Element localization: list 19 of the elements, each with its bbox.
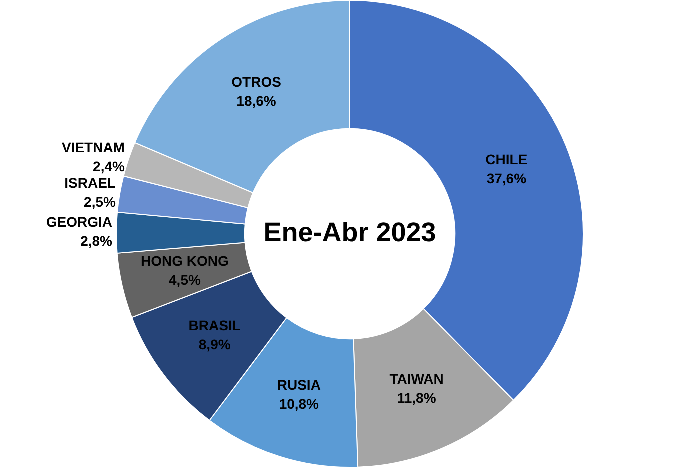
slice-label: OTROS bbox=[232, 74, 282, 90]
slice-label: BRASIL bbox=[188, 317, 242, 334]
data-label: 2,4% bbox=[93, 158, 126, 174]
slice-label: RUSIA bbox=[277, 376, 321, 393]
data-label: 11,8% bbox=[397, 390, 437, 406]
data-label: 4,5% bbox=[169, 272, 202, 288]
slice-label: GEORGIA bbox=[46, 214, 113, 230]
slice-label: CHILE bbox=[486, 151, 528, 168]
slice-label: TAIWAN bbox=[390, 370, 444, 387]
data-label: 37,6% bbox=[486, 170, 528, 186]
slice-label: ISRAEL bbox=[64, 174, 116, 191]
data-label: 2,5% bbox=[84, 194, 117, 210]
data-label: 18,6% bbox=[236, 93, 277, 110]
data-label: 2,8% bbox=[80, 233, 114, 250]
text: Ene-Abr 2023 bbox=[264, 217, 436, 248]
slice-label: VIETNAM bbox=[62, 139, 125, 156]
slice-label: HONG KONG bbox=[141, 253, 230, 270]
data-label: 8,9% bbox=[198, 336, 232, 352]
data-label: 10,8% bbox=[279, 396, 320, 412]
